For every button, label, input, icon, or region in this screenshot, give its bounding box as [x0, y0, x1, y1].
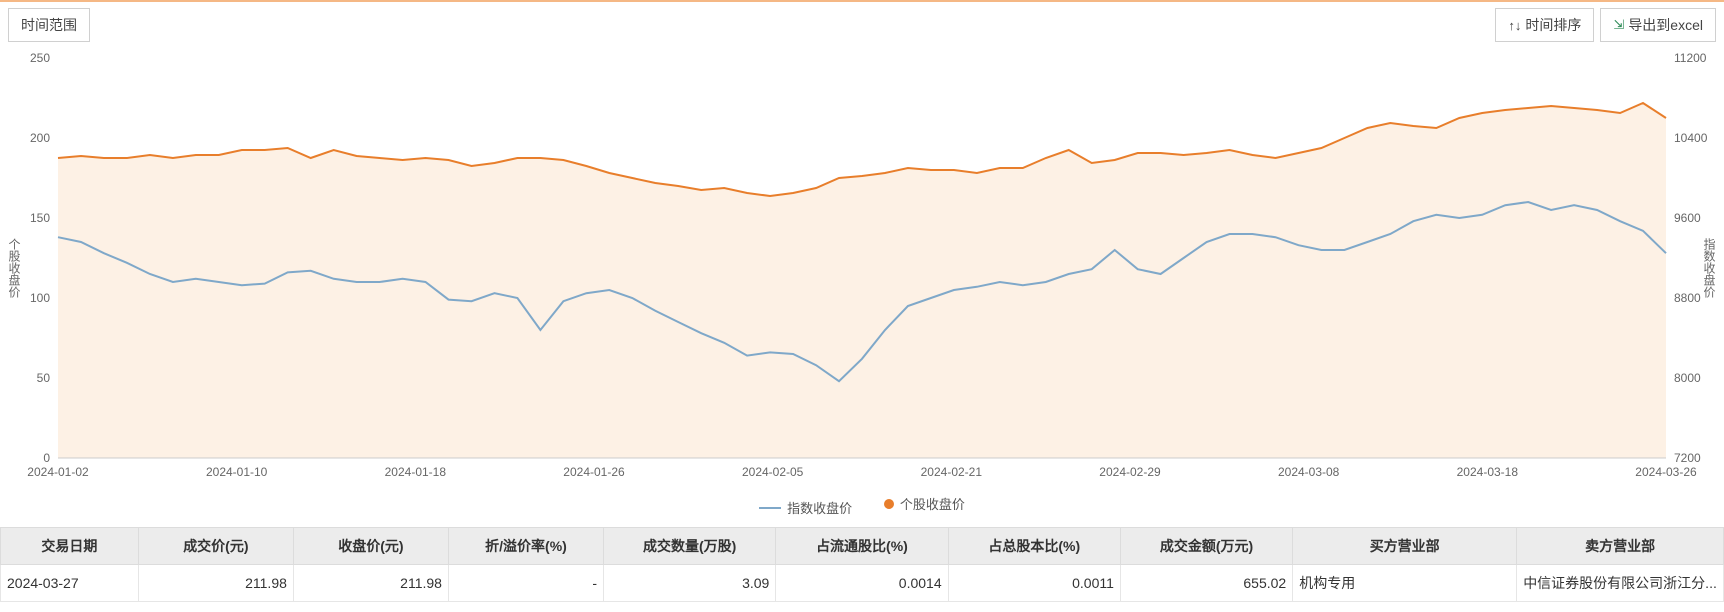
- svg-text:2024-02-05: 2024-02-05: [742, 465, 804, 479]
- svg-text:100: 100: [30, 291, 50, 305]
- chart-area: 个股收盘价 指数收盘价 0 50 100 150 200 250 7200 8000 8800 9…: [8, 48, 1716, 488]
- export-label: 导出到excel: [1628, 15, 1703, 35]
- toolbar: 时间范围 ↑↓ 时间排序 ⇲ 导出到excel: [0, 2, 1724, 48]
- svg-text:7200: 7200: [1674, 451, 1701, 465]
- svg-text:250: 250: [30, 51, 50, 65]
- toolbar-right: ↑↓ 时间排序 ⇲ 导出到excel: [1495, 8, 1716, 42]
- svg-text:2024-01-26: 2024-01-26: [563, 465, 625, 479]
- table-cell: -: [448, 565, 603, 602]
- table-header-cell[interactable]: 买方营业部: [1293, 528, 1517, 565]
- svg-text:0: 0: [43, 451, 50, 465]
- table-header-row: 交易日期成交价(元)收盘价(元)折/溢价率(%)成交数量(万股)占流通股比(%)…: [1, 528, 1724, 565]
- table-cell: 211.98: [138, 565, 293, 602]
- legend: 指数收盘价 个股收盘价: [0, 488, 1724, 527]
- svg-text:50: 50: [37, 371, 51, 385]
- svg-text:150: 150: [30, 211, 50, 225]
- table-header-cell[interactable]: 成交金额(万元): [1120, 528, 1292, 565]
- table-header-cell[interactable]: 占总股本比(%): [948, 528, 1120, 565]
- svg-text:2024-02-29: 2024-02-29: [1099, 465, 1161, 479]
- svg-text:2024-03-26: 2024-03-26: [1635, 465, 1697, 479]
- export-icon: ⇲: [1613, 17, 1624, 33]
- table-row: 2024-03-27211.98211.98-3.090.00140.00116…: [1, 565, 1724, 602]
- svg-text:8000: 8000: [1674, 371, 1701, 385]
- table-header-cell[interactable]: 占流通股比(%): [776, 528, 948, 565]
- table-cell: 2024-03-27: [1, 565, 139, 602]
- legend-dot-label: 个股收盘价: [900, 494, 965, 513]
- svg-text:2024-03-08: 2024-03-08: [1278, 465, 1340, 479]
- table-cell: 3.09: [604, 565, 776, 602]
- legend-line-swatch: [759, 507, 781, 509]
- svg-text:2024-03-18: 2024-03-18: [1457, 465, 1519, 479]
- table-cell: 0.0014: [776, 565, 948, 602]
- svg-text:2024-01-10: 2024-01-10: [206, 465, 268, 479]
- table-cell: 中信证券股份有限公司浙江分...: [1517, 565, 1724, 602]
- time-range-button[interactable]: 时间范围: [8, 8, 90, 42]
- table-header-cell[interactable]: 成交数量(万股): [604, 528, 776, 565]
- legend-item-dot: 个股收盘价: [884, 494, 965, 513]
- data-table: 交易日期成交价(元)收盘价(元)折/溢价率(%)成交数量(万股)占流通股比(%)…: [0, 527, 1724, 602]
- table-cell: 211.98: [293, 565, 448, 602]
- time-range-label: 时间范围: [21, 15, 77, 35]
- svg-text:10400: 10400: [1674, 131, 1708, 145]
- table-cell: 0.0011: [948, 565, 1120, 602]
- chart-svg: 0 50 100 150 200 250 7200 8000 8800 9600 10400 1120…: [8, 48, 1716, 488]
- table-header-cell[interactable]: 折/溢价率(%): [448, 528, 603, 565]
- right-axis-label: 指数收盘价: [1701, 238, 1718, 298]
- svg-text:11200: 11200: [1674, 51, 1707, 65]
- svg-text:2024-01-02: 2024-01-02: [27, 465, 89, 479]
- sort-button[interactable]: ↑↓ 时间排序: [1495, 8, 1594, 42]
- legend-item-line: 指数收盘价: [759, 498, 852, 517]
- svg-text:8800: 8800: [1674, 291, 1701, 305]
- legend-line-label: 指数收盘价: [787, 498, 852, 517]
- sort-label: 时间排序: [1525, 15, 1581, 35]
- table-header-cell[interactable]: 成交价(元): [138, 528, 293, 565]
- export-button[interactable]: ⇲ 导出到excel: [1600, 8, 1716, 42]
- table-header-cell[interactable]: 交易日期: [1, 528, 139, 565]
- svg-text:9600: 9600: [1674, 211, 1701, 225]
- table-header-cell[interactable]: 收盘价(元): [293, 528, 448, 565]
- table-body: 2024-03-27211.98211.98-3.090.00140.00116…: [1, 565, 1724, 602]
- svg-text:2024-02-21: 2024-02-21: [921, 465, 983, 479]
- svg-text:200: 200: [30, 131, 50, 145]
- legend-dot-swatch: [884, 499, 894, 509]
- table-header-cell[interactable]: 卖方营业部: [1517, 528, 1724, 565]
- table-cell: 机构专用: [1293, 565, 1517, 602]
- left-axis-label: 个股收盘价: [6, 238, 23, 298]
- sort-icon: ↑↓: [1508, 18, 1521, 33]
- table-cell: 655.02: [1120, 565, 1292, 602]
- svg-text:2024-01-18: 2024-01-18: [385, 465, 447, 479]
